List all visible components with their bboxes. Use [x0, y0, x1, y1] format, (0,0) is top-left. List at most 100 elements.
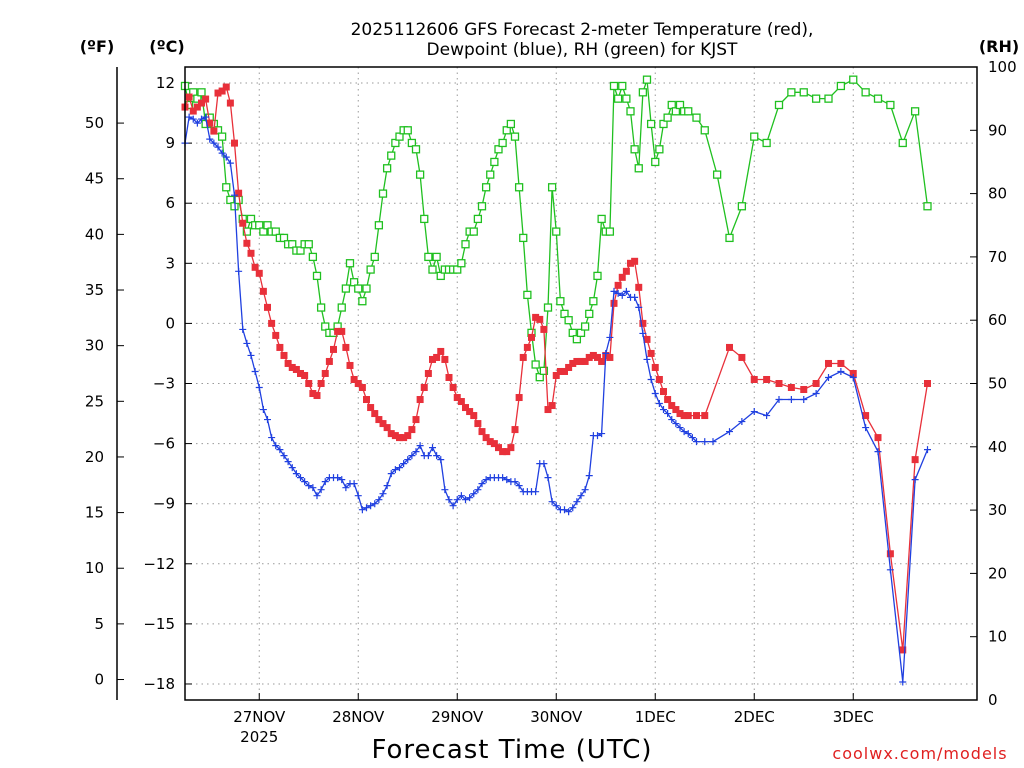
temperature-point — [672, 406, 680, 414]
rh-point — [506, 119, 516, 129]
fahrenheit-tick-label: 50 — [85, 114, 104, 132]
rh-tick-label: 50 — [988, 375, 1007, 393]
temperature-point — [445, 373, 453, 381]
dewpoint-point — [474, 486, 482, 494]
dewpoint-point — [313, 492, 321, 500]
temperature-point — [354, 380, 362, 387]
fahrenheit-tick-label: 15 — [85, 504, 104, 522]
temperature-point — [416, 396, 424, 404]
temperature-point — [226, 99, 234, 107]
temperature-point — [849, 369, 857, 377]
series-dewpoint — [181, 113, 931, 686]
rh-point — [655, 145, 664, 154]
dewpoint-point — [643, 355, 651, 363]
dewpoint-point — [573, 498, 581, 506]
dewpoint-point — [247, 351, 255, 359]
temperature-point — [350, 375, 358, 383]
temperature-point — [429, 355, 436, 363]
temperature-point — [466, 408, 474, 416]
rh-point — [609, 81, 619, 91]
temperature-point — [639, 319, 647, 327]
temperature-point — [383, 424, 391, 432]
dewpoint-point — [383, 482, 391, 490]
dewpoint-point — [594, 432, 601, 440]
dewpoint-point — [688, 434, 696, 442]
dewpoint-point — [709, 438, 717, 446]
series-temperature — [181, 83, 931, 654]
rh-tick-label: 0 — [988, 691, 998, 709]
dewpoint-point — [276, 446, 284, 454]
rh-point — [622, 94, 631, 103]
temperature-point — [280, 351, 288, 359]
temperature-point — [589, 351, 597, 359]
rh-point — [403, 126, 412, 135]
dewpoint-point — [701, 438, 709, 446]
dewpoint-point — [684, 430, 692, 438]
rh-tick-label: 70 — [988, 248, 1007, 266]
rh-point — [700, 126, 709, 135]
temperature-point — [594, 353, 601, 361]
dewpoint-point — [874, 448, 882, 456]
dewpoint-point — [924, 446, 931, 454]
temperature-point — [738, 353, 746, 361]
fahrenheit-tick-label: 0 — [94, 671, 104, 689]
rh-point — [382, 164, 392, 173]
celsius-unit-label: (ºC) — [149, 37, 184, 56]
rh-point — [836, 81, 846, 91]
rh-point — [304, 240, 313, 249]
dewpoint-point — [672, 420, 680, 428]
rh-point — [613, 94, 623, 103]
celsius-tick-label: −9 — [153, 495, 175, 513]
rh-point — [539, 366, 549, 375]
rh-point — [424, 252, 433, 262]
rh-point — [378, 189, 388, 198]
rh-point — [585, 309, 594, 319]
celsius-axis: 12 9 6 3 0 −3 −6 −9 −12 −15 −18 — [143, 74, 192, 693]
temperature-point — [342, 343, 350, 351]
dewpoint-point — [647, 375, 655, 383]
dewpoint-point — [676, 424, 684, 432]
dewpoint-point — [231, 191, 238, 199]
temperature-point — [346, 361, 354, 369]
temperature-point — [408, 426, 416, 434]
dewpoint-point — [251, 367, 259, 375]
temperature-point — [486, 438, 494, 446]
dewpoint-point — [358, 506, 366, 514]
temperature-point — [470, 412, 478, 420]
rh-tick-label: 90 — [988, 121, 1007, 139]
dewpoint-point — [210, 139, 218, 147]
temperature-point — [556, 367, 564, 375]
temperature-point — [424, 369, 432, 377]
dewpoint-point — [800, 396, 808, 404]
temperature-point — [433, 353, 441, 361]
dewpoint-point — [280, 452, 288, 460]
rh-point — [774, 100, 784, 110]
dewpoint-point — [429, 444, 436, 452]
rh-point — [552, 227, 561, 236]
rh-point — [762, 138, 771, 148]
rh-point — [477, 202, 487, 211]
dewpoint-point — [396, 464, 403, 472]
x-axis-title: Forecast Time (UTC) — [371, 735, 652, 765]
temperature-point — [911, 456, 919, 464]
dewpoint-point — [862, 424, 870, 432]
temperature-point — [536, 315, 544, 323]
rh-point — [374, 221, 384, 230]
fahrenheit-tick-label: 25 — [85, 392, 104, 410]
dewpoint-point — [297, 474, 304, 482]
dewpoint-point — [363, 504, 370, 512]
rh-point — [197, 88, 206, 97]
rh-tick-label: 80 — [988, 185, 1007, 203]
dewpoint-point — [350, 480, 358, 488]
dewpoint-point — [886, 566, 894, 574]
dewpoint-point — [433, 452, 441, 460]
rh-point — [415, 170, 425, 179]
dewpoint-point — [301, 478, 309, 486]
dewpoint-point — [812, 390, 820, 398]
temperature-point — [643, 335, 651, 343]
temperature-point — [231, 139, 238, 147]
temperature-point — [259, 287, 267, 295]
temperature-point — [437, 347, 445, 355]
rh-unit-label: (RH) — [979, 37, 1019, 56]
temperature-point — [680, 412, 688, 420]
